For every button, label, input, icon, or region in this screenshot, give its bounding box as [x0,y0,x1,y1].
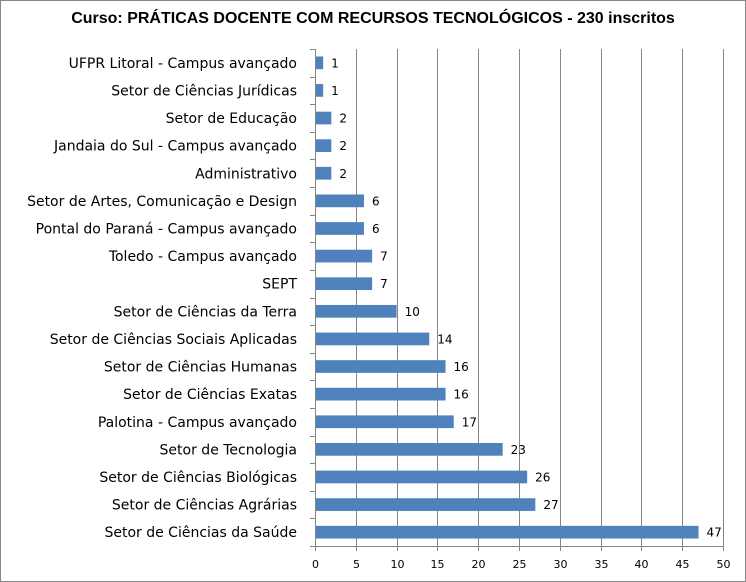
data-label: 47 [707,526,722,540]
data-label: 6 [372,222,380,236]
bar [316,111,332,125]
data-label: 23 [511,443,526,457]
bar [316,277,373,291]
category-label: Setor de Ciências Sociais Aplicadas [50,332,297,348]
data-label: 10 [405,305,420,319]
data-label: 1 [331,84,339,98]
x-tick-label: 0 [312,558,319,571]
labels: 0 5 10 15 20 25 30 35 40 45 50 UFPR Litoral - Campu… [27,56,730,571]
bar [316,166,332,180]
bar [316,332,430,346]
bar [316,56,324,70]
bar [316,415,454,429]
bar [316,360,446,373]
x-tick-label: 20 [472,558,486,571]
category-label: Toledo - Campus avançado [108,249,297,265]
data-label: 2 [339,167,347,181]
category-label: SEPT [262,277,297,293]
x-tick-label: 25 [513,558,527,571]
data-label: 1 [331,56,339,70]
data-label: 2 [339,112,347,126]
bar [316,470,528,484]
bar [316,194,364,208]
category-label: Pontal do Paraná - Campus avançado [36,221,297,237]
x-tick-label: 10 [391,558,405,571]
x-tick-label: 45 [676,558,690,571]
data-label: 17 [462,415,477,429]
x-tick-label: 15 [431,558,445,571]
category-label: Setor de Ciências Exatas [123,387,297,403]
bar [316,525,699,539]
x-tick-label: 35 [595,558,609,571]
bar [316,387,446,401]
data-label: 16 [454,360,469,374]
bar [316,139,332,152]
bar [316,498,536,511]
category-label: Setor de Ciências Biológicas [99,470,297,486]
category-label: Setor de Artes, Comunicação e Design [27,194,297,210]
data-label: 6 [372,194,380,208]
category-label: Setor de Educação [166,111,297,127]
chart-title: Curso: PRÁTICAS DOCENTE COM RECURSOS TEC… [71,10,675,27]
data-label: 16 [454,388,469,402]
category-label: Setor de Ciências Jurídicas [111,83,297,99]
data-label: 7 [380,277,388,291]
category-label: Jandaia do Sul - Campus avançado [53,139,297,155]
category-label: Administrativo [195,166,297,182]
category-label: Setor de Ciências Agrárias [112,498,297,514]
bar [316,249,373,263]
axes [310,49,724,551]
gridlines [356,49,724,546]
category-label: UFPR Litoral - Campus avançado [69,56,297,72]
bar [316,84,324,97]
category-label: Setor de Ciências da Terra [114,304,297,320]
category-label: Setor de Ciências da Saúde [104,525,297,541]
bar [316,304,397,318]
category-label: Palotina - Campus avançado [98,415,297,431]
x-tick-label: 5 [353,558,360,571]
x-tick-label: 50 [717,558,731,571]
bar [316,443,503,456]
category-label: Setor de Tecnologia [160,442,297,458]
bars [316,56,699,539]
x-tick-label: 30 [554,558,568,571]
data-label: 27 [543,498,558,512]
bar [316,222,364,235]
x-tick-label: 40 [635,558,649,571]
data-label: 14 [437,332,452,346]
data-label: 7 [380,250,388,264]
data-label: 26 [535,470,550,484]
category-label: Setor de Ciências Humanas [104,360,297,376]
data-label: 2 [339,139,347,153]
